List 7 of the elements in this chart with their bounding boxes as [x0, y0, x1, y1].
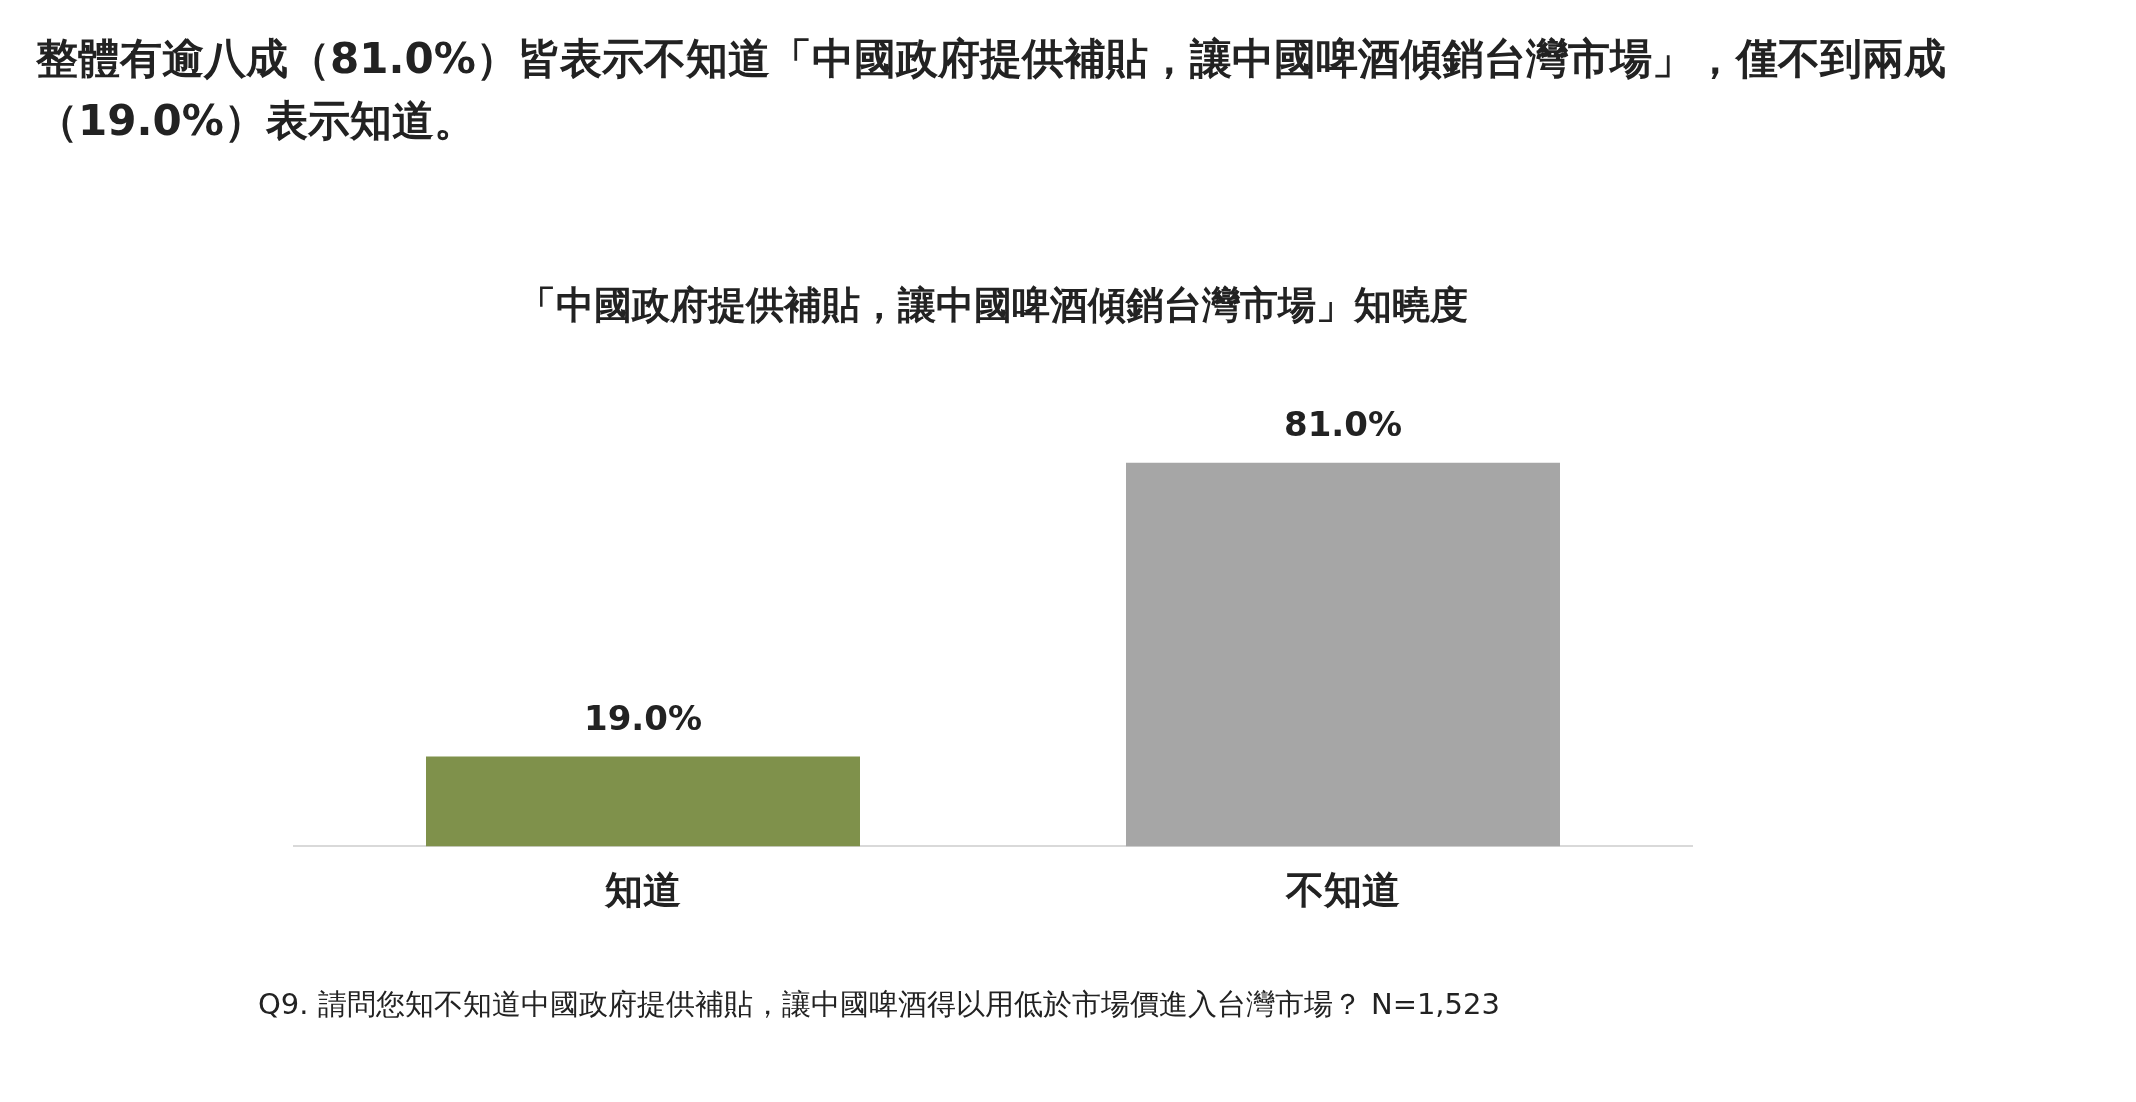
data-label: 19.0%: [584, 698, 702, 739]
text: Q9. 請問您知不知道中國政府提供補貼，讓中國啤酒得以用低於市場價進入台灣市場？ N=1,523: [258, 986, 1500, 1023]
data-label: 81.0%: [1284, 404, 1402, 445]
x-tick-label: 不知道: [1285, 868, 1400, 913]
chart-subtitle: 「中國政府提供補貼，讓中國啤酒傾銷台灣市場」知曉度: [517, 282, 1469, 329]
x-tick-label: 知道: [604, 868, 681, 913]
chart-title: 整體有逾八成（81.0%）皆表示不知道「中國政府提供補貼，讓中國啤酒傾銷台灣市場」，僅不到兩成（19.0%）表示知道。: [36, 33, 1947, 147]
